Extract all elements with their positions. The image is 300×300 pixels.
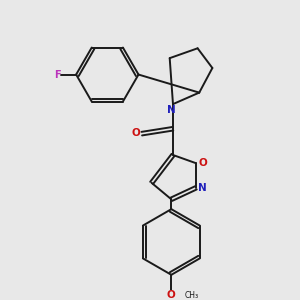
Text: CH₃: CH₃ <box>184 291 199 300</box>
Text: F: F <box>54 70 60 80</box>
Text: N: N <box>167 105 176 115</box>
Text: N: N <box>198 183 207 193</box>
Text: O: O <box>198 158 207 167</box>
Text: O: O <box>131 128 140 138</box>
Text: O: O <box>167 290 176 300</box>
